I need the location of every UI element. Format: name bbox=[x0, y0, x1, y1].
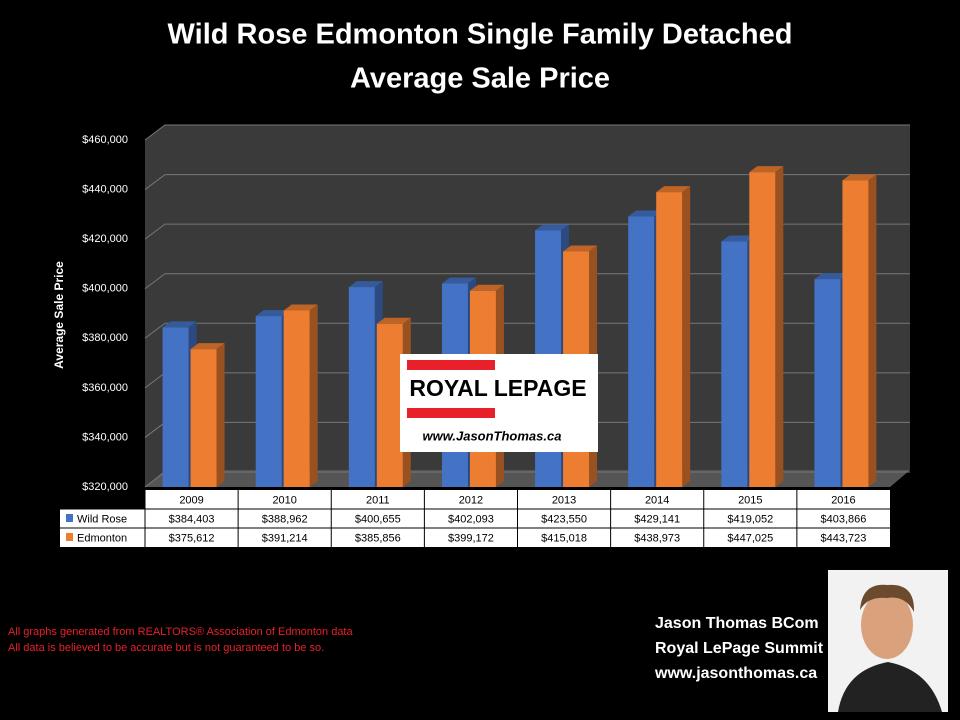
data-label: $391,214 bbox=[262, 532, 308, 544]
bar bbox=[749, 172, 776, 487]
bar bbox=[190, 349, 217, 487]
bar-top bbox=[376, 317, 411, 324]
logo-box bbox=[400, 354, 598, 452]
y-tick-label: $360,000 bbox=[82, 382, 128, 394]
data-label: $423,550 bbox=[541, 513, 587, 525]
bar-top bbox=[656, 186, 691, 193]
plot-area bbox=[145, 125, 910, 487]
legend-swatch bbox=[66, 514, 73, 522]
bar bbox=[628, 216, 655, 487]
data-label: $415,018 bbox=[541, 532, 587, 544]
data-label: $375,612 bbox=[169, 532, 215, 544]
bar-top bbox=[162, 321, 197, 328]
bar-top bbox=[814, 273, 849, 280]
bar bbox=[656, 192, 683, 487]
legend-label: Edmonton bbox=[77, 532, 127, 544]
x-tick-label: 2014 bbox=[645, 494, 669, 506]
bar bbox=[162, 327, 189, 487]
logo: ROYAL LEPAGE www.JasonThomas.ca bbox=[400, 354, 598, 452]
bar bbox=[721, 241, 748, 487]
x-tick-label: 2015 bbox=[738, 494, 762, 506]
bar-top bbox=[721, 235, 756, 242]
y-tick-label: $460,000 bbox=[82, 134, 128, 146]
data-label: $443,723 bbox=[820, 532, 866, 544]
bar-top bbox=[255, 310, 290, 317]
logo-stripe bbox=[407, 408, 495, 418]
bar-top bbox=[535, 224, 570, 231]
footnote: All graphs generated from REALTORS® Asso… bbox=[8, 626, 353, 638]
logo-name: ROYAL LEPAGE bbox=[409, 375, 586, 401]
plot-floor bbox=[145, 470, 910, 487]
y-tick-label: $420,000 bbox=[82, 233, 128, 245]
grid-line bbox=[144, 174, 910, 190]
photo bbox=[828, 570, 948, 712]
photo-hair bbox=[860, 584, 915, 612]
x-tick-label: 2010 bbox=[272, 494, 296, 506]
bar-top bbox=[842, 174, 877, 181]
legend-label: Wild Rose bbox=[77, 513, 127, 525]
y-tick-label: $440,000 bbox=[82, 183, 128, 195]
data-label: $402,093 bbox=[448, 513, 494, 525]
bar-side bbox=[868, 174, 877, 488]
x-tick-label: 2012 bbox=[459, 494, 483, 506]
bar bbox=[842, 180, 869, 488]
bar bbox=[255, 316, 282, 487]
chart-subtitle: Average Sale Price bbox=[350, 63, 610, 95]
x-tick-label: 2013 bbox=[552, 494, 576, 506]
bar-top bbox=[469, 284, 504, 291]
contact-line: www.jasonthomas.ca bbox=[654, 665, 817, 682]
x-tick-label: 2011 bbox=[366, 494, 390, 506]
data-label: $400,655 bbox=[355, 513, 401, 525]
y-tick-label: $340,000 bbox=[82, 431, 128, 443]
bar-top bbox=[441, 277, 476, 284]
contact-line: Jason Thomas BCom bbox=[655, 615, 819, 632]
bar-side bbox=[216, 343, 225, 487]
data-label: $385,856 bbox=[355, 532, 401, 544]
bar bbox=[814, 279, 841, 487]
chart-title: Wild Rose Edmonton Single Family Detache… bbox=[168, 19, 793, 51]
data-label: $384,403 bbox=[169, 513, 215, 525]
data-label: $388,962 bbox=[262, 513, 308, 525]
data-label: $419,052 bbox=[727, 513, 773, 525]
bar-top bbox=[348, 281, 383, 288]
bar-top bbox=[563, 245, 598, 252]
data-label: $438,973 bbox=[634, 532, 680, 544]
legend-swatch bbox=[66, 533, 73, 541]
photo-face bbox=[861, 591, 913, 659]
x-tick-label: 2009 bbox=[179, 494, 203, 506]
y-tick-label: $400,000 bbox=[82, 283, 128, 295]
bar-top bbox=[628, 210, 663, 217]
y-tick-label: $380,000 bbox=[82, 332, 128, 344]
logo-url: www.JasonThomas.ca bbox=[423, 428, 562, 443]
bar bbox=[376, 323, 403, 487]
y-tick-label: $320,000 bbox=[82, 481, 128, 493]
bar-side bbox=[682, 186, 691, 487]
footnote: All data is believed to be accurate but … bbox=[8, 642, 324, 654]
data-label: $403,866 bbox=[820, 513, 866, 525]
bar-side bbox=[309, 304, 318, 487]
data-label: $447,025 bbox=[727, 532, 773, 544]
bar-top bbox=[749, 166, 784, 173]
bar-top bbox=[190, 343, 225, 350]
data-label: $399,172 bbox=[448, 532, 494, 544]
bar-top bbox=[283, 304, 318, 311]
grid-line bbox=[144, 124, 910, 141]
bar bbox=[283, 310, 310, 487]
x-tick-label: 2016 bbox=[831, 494, 855, 506]
photo-suit bbox=[838, 662, 942, 712]
bar bbox=[348, 287, 375, 487]
logo-stripe bbox=[407, 360, 495, 370]
data-label: $429,141 bbox=[634, 513, 680, 525]
y-axis-label: Average Sale Price bbox=[52, 261, 66, 369]
bar-side bbox=[775, 166, 784, 487]
contact-line: Royal LePage Summit bbox=[655, 640, 824, 657]
